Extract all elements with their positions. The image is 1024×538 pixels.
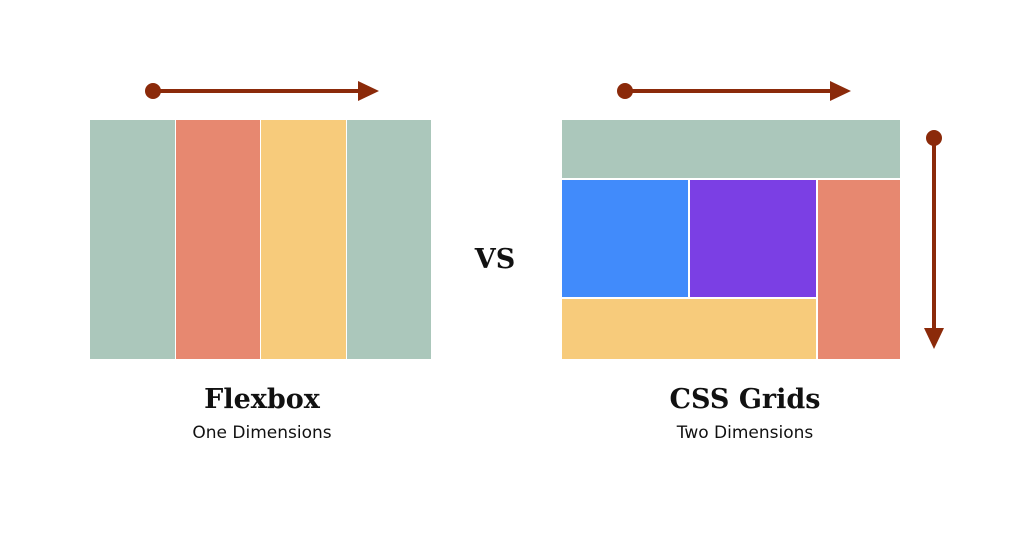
flex-item-2 <box>176 120 260 359</box>
grid-title: CSS Grids <box>669 384 821 415</box>
versus-label: VS <box>474 244 516 275</box>
flexbox-title: Flexbox <box>204 384 320 415</box>
flex-item-4 <box>347 120 431 359</box>
grid-vertical-arrow-icon <box>924 130 944 349</box>
flexbox-subtitle: One Dimensions <box>192 423 332 443</box>
grid-subtitle: Two Dimensions <box>676 423 814 443</box>
grid-cell-purple <box>690 180 816 297</box>
flex-horizontal-arrow-icon <box>145 81 379 101</box>
flex-item-3 <box>261 120 346 359</box>
flex-item-1 <box>90 120 175 359</box>
grid-header <box>562 120 900 178</box>
grid-sidebar <box>818 180 900 359</box>
grid-horizontal-arrow-icon <box>617 81 851 101</box>
grid-cell-blue <box>562 180 688 297</box>
grid-footer <box>562 299 816 359</box>
